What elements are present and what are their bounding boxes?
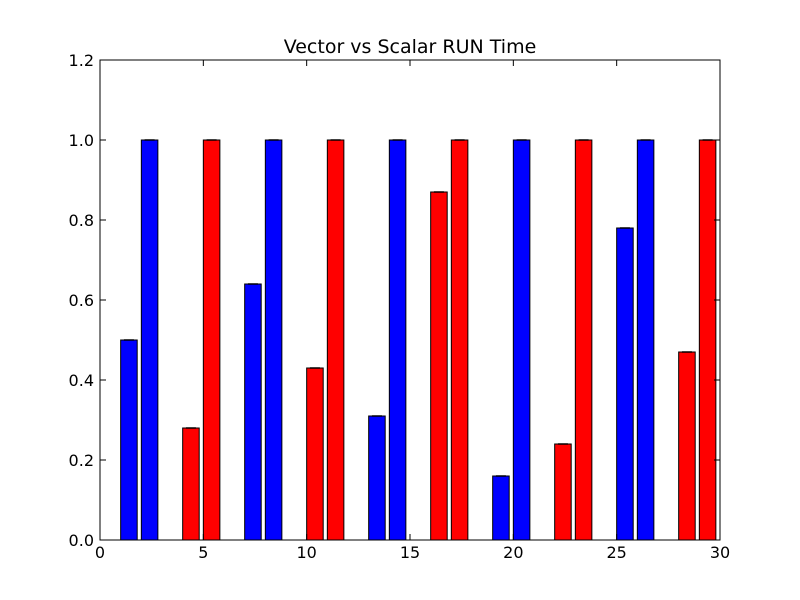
tick-labels-layer: 0 5 10 15 20 25 30 0.0 0.2 0.4 0.6 0.8 1.0 1.2 xyxy=(69,51,731,562)
y-tick-label-5: 1.0 xyxy=(69,131,94,150)
bar-2 xyxy=(182,427,200,541)
bar-18 xyxy=(678,351,696,541)
y-tick-label-2: 0.4 xyxy=(69,371,94,390)
y-tick-label-0: 0.0 xyxy=(69,531,94,550)
x-tick-label-3: 15 xyxy=(400,543,420,562)
bar-14 xyxy=(554,443,572,541)
bar-4 xyxy=(244,283,262,541)
chart-title: Vector vs Scalar RUN Time xyxy=(284,36,537,58)
x-tick-label-0: 0 xyxy=(95,543,105,562)
bars-layer xyxy=(120,139,717,541)
bar-16 xyxy=(616,227,634,541)
bar-3 xyxy=(202,139,221,541)
bar-12 xyxy=(492,475,510,541)
bar-6 xyxy=(306,367,324,541)
bar-19 xyxy=(698,139,717,541)
bar-15 xyxy=(574,139,593,541)
bar-10 xyxy=(430,191,448,541)
y-tick-label-4: 0.8 xyxy=(69,211,94,230)
x-tick-label-4: 20 xyxy=(503,543,523,562)
bar-9 xyxy=(388,139,407,541)
bar-0 xyxy=(120,339,138,541)
x-tick-label-6: 30 xyxy=(710,543,730,562)
y-tick-label-1: 0.2 xyxy=(69,451,94,470)
bar-8 xyxy=(368,415,386,541)
y-tick-label-6: 1.2 xyxy=(69,51,94,70)
x-tick-label-5: 25 xyxy=(606,543,626,562)
bar-11 xyxy=(450,139,469,541)
ticks-layer xyxy=(99,59,721,541)
bar-5 xyxy=(264,139,283,541)
x-tick-label-2: 10 xyxy=(296,543,316,562)
y-tick-label-3: 0.6 xyxy=(69,291,94,310)
bar-1 xyxy=(140,139,159,541)
bar-17 xyxy=(636,139,655,541)
x-tick-label-1: 5 xyxy=(198,543,208,562)
error-caps-layer xyxy=(123,139,713,477)
bar-7 xyxy=(326,139,345,541)
bar-13 xyxy=(512,139,531,541)
